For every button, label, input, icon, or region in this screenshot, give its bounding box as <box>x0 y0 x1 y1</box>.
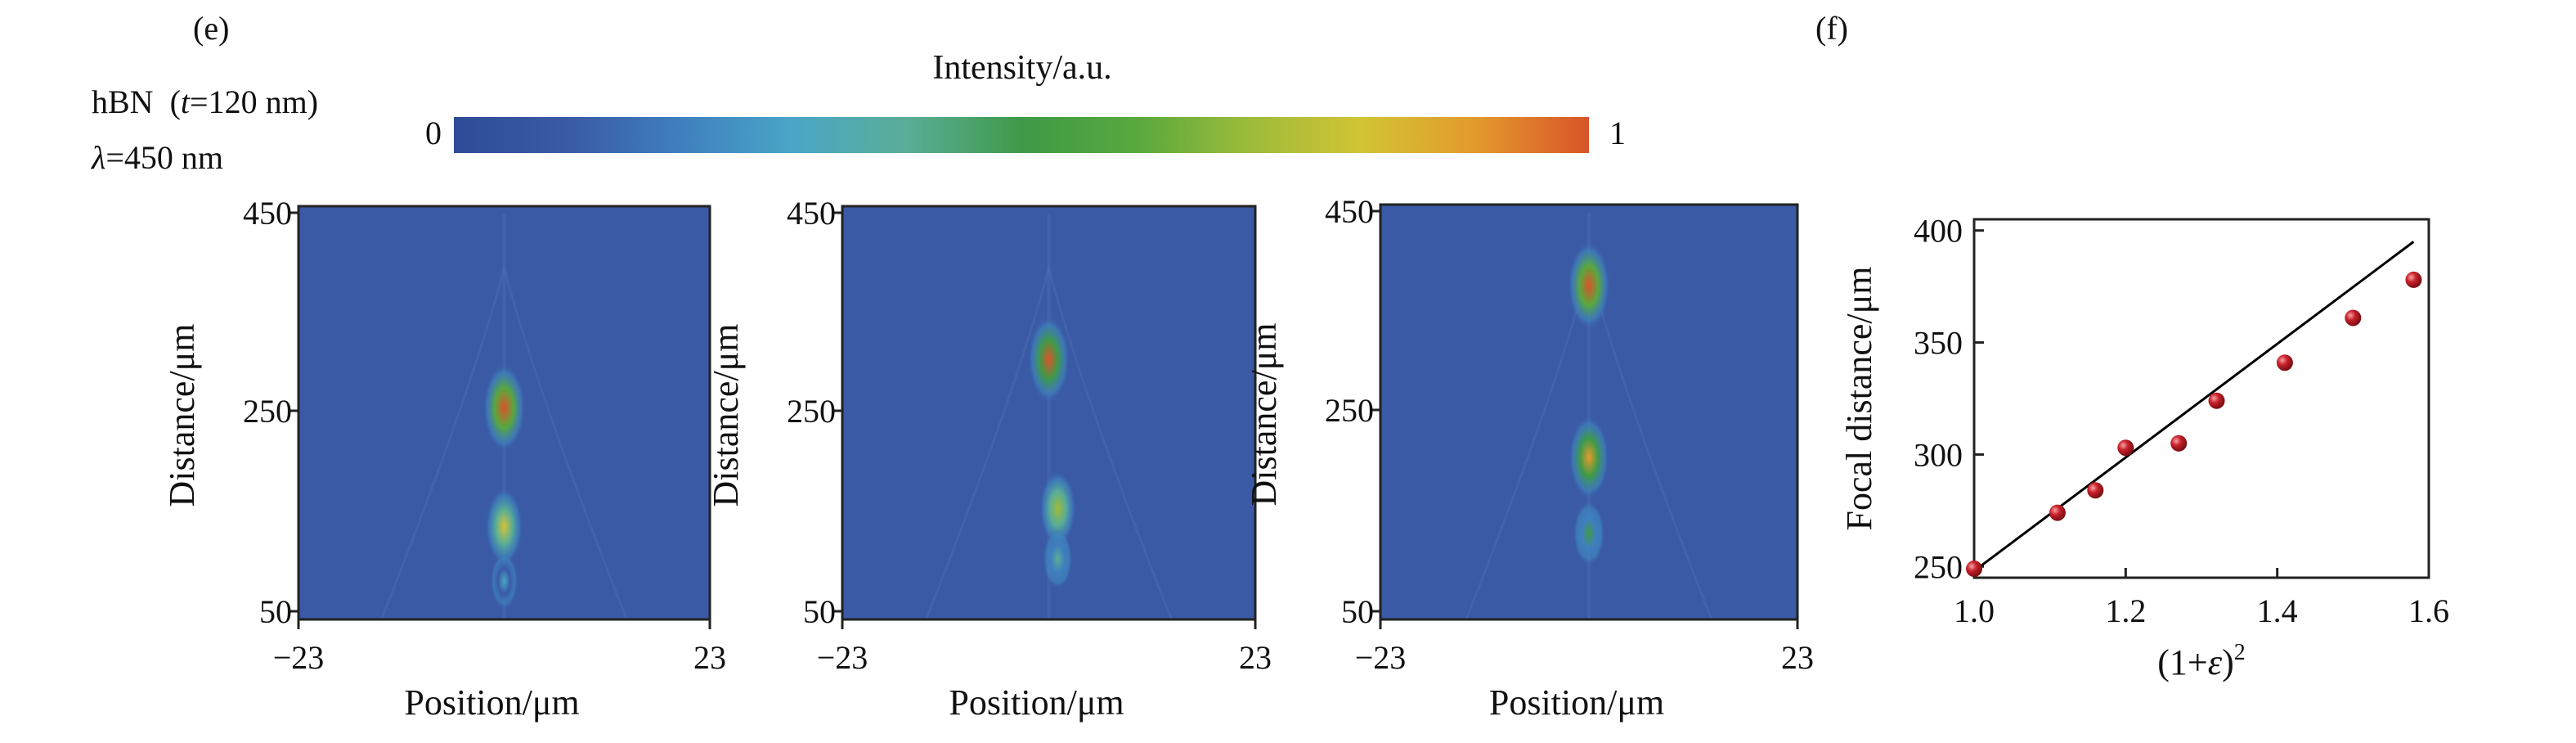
linear-fit-line <box>1973 241 2415 572</box>
colorbar-title: Intensity/a.u. <box>932 49 1111 87</box>
x-tick-label: 1.2 <box>2105 592 2146 629</box>
y-tick-label: 450 <box>787 195 836 232</box>
y-axis-label: Distance/μm <box>1244 323 1284 507</box>
intensity-hotspot <box>1039 471 1076 547</box>
intensity-hotspot <box>1568 241 1610 330</box>
x-axis-label: Position/μm <box>949 682 1124 723</box>
focal-distance-scatter-panel: 250 300 350 400 1.0 1.2 1.4 1.6 (1+ε)2 Focal dist… <box>1839 213 2449 682</box>
panel-e-label: (e) <box>193 10 229 47</box>
x-tick-label: −23 <box>1355 639 1407 676</box>
sample-thickness-value: =120 nm) <box>190 83 318 120</box>
x-tick-label: −23 <box>817 639 868 676</box>
data-point <box>2087 482 2104 499</box>
x-tick-label: 1.4 <box>2257 592 2298 629</box>
x-tick-label: 1.0 <box>1954 592 1995 629</box>
y-tick-label: 300 <box>1914 436 1963 473</box>
x-axis-label: (1+ε)2 <box>2157 640 2245 682</box>
colorbar <box>454 117 1589 153</box>
y-tick-label: 450 <box>243 195 292 232</box>
data-point <box>2117 439 2134 457</box>
heatmap-frame <box>1379 203 1799 621</box>
heatmap-panel-1: 450 250 50 −23 23 Position/μm Distance/μm <box>162 195 726 723</box>
panel-f-label: (f) <box>1815 10 1848 47</box>
sample-wavelength-line: λ=450 nm <box>91 139 223 176</box>
x-tick-label: 1.6 <box>2408 592 2449 629</box>
colorbar-max-label: 1 <box>1609 115 1626 151</box>
y-tick-label: 450 <box>1325 193 1374 230</box>
x-tick-label: 23 <box>693 639 726 676</box>
sample-thickness-line: hBN (t=120 nm) <box>92 83 318 120</box>
y-tick-label: 250 <box>787 393 836 430</box>
data-point <box>2345 309 2362 326</box>
x-tick-label: 23 <box>1239 639 1272 676</box>
data-point <box>2049 504 2066 521</box>
intensity-hotspot <box>1028 316 1070 403</box>
scatter-frame <box>1972 218 2430 579</box>
y-axis-label: Distance/μm <box>706 324 746 507</box>
y-tick-label: 50 <box>259 593 292 630</box>
intensity-hotspot <box>1573 501 1605 566</box>
x-axis-label: Position/μm <box>404 682 579 723</box>
data-point <box>2276 354 2293 372</box>
y-tick-label: 350 <box>1914 325 1963 362</box>
y-tick-label: 50 <box>803 593 836 630</box>
heatmap-frame <box>297 205 711 621</box>
y-tick-label: 250 <box>1914 548 1963 585</box>
y-axis-label: Distance/μm <box>162 324 202 507</box>
colorbar-min-label: 0 <box>425 115 442 151</box>
data-point <box>1966 561 1982 578</box>
data-point <box>2208 392 2225 409</box>
x-axis-label: Position/μm <box>1489 682 1664 723</box>
sample-thickness-prefix: ( <box>170 83 181 120</box>
y-axis-label: Focal distance/μm <box>1839 267 1879 531</box>
heatmap-panel-2: 450 250 50 −23 23 Position/μm Distance/μm <box>706 195 1272 723</box>
intensity-hotspot <box>1043 528 1073 590</box>
heatmap-panel-3: 450 250 50 −23 23 Position/μm Distance/μm <box>1244 193 1814 723</box>
sample-material: hBN <box>92 83 154 120</box>
sample-wavelength-var: λ <box>91 139 105 176</box>
heatmap-frame <box>841 205 1257 621</box>
y-tick-label: 400 <box>1914 213 1963 250</box>
x-tick-label: 23 <box>1781 639 1814 676</box>
x-tick-label: −23 <box>273 639 325 676</box>
data-point <box>2170 435 2188 452</box>
y-tick-label: 250 <box>243 393 292 430</box>
sample-wavelength-value: =450 nm <box>105 139 223 176</box>
intensity-hotspot <box>485 488 523 566</box>
y-tick-label: 50 <box>1341 593 1374 630</box>
intensity-hotspot <box>1568 415 1609 500</box>
intensity-hotspot <box>482 363 526 453</box>
data-point <box>2405 271 2422 288</box>
intensity-hotspot <box>490 552 518 610</box>
y-tick-label: 250 <box>1325 392 1374 429</box>
sample-thickness-var: t <box>181 83 191 120</box>
